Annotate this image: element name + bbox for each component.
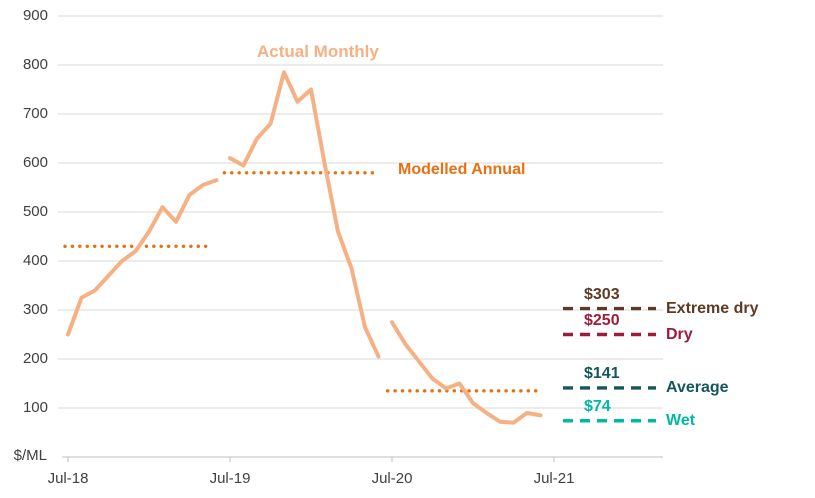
series-label-actual-monthly: Actual Monthly	[257, 42, 379, 61]
y-axis-tick-label: 500	[22, 203, 48, 220]
y-axis-tick-label: 400	[22, 252, 48, 269]
series-label-modelled-annual: Modelled Annual	[398, 161, 526, 178]
y-axis-tick-label: 900	[22, 7, 48, 24]
y-axis-tick-label: 600	[22, 154, 48, 171]
ref-label-average: Average	[666, 378, 729, 396]
y-axis-tick-label: 100	[22, 399, 48, 416]
ref-label-dry: Dry	[666, 325, 693, 343]
ref-value-extreme-dry: $303	[584, 285, 620, 303]
ref-value-wet: $74	[584, 397, 611, 415]
ref-value-average: $141	[584, 364, 620, 382]
x-axis-tick-label: Jul-19	[209, 470, 251, 487]
y-axis-unit-label: $/ML	[13, 447, 47, 464]
ref-label-extreme-dry: Extreme dry	[666, 299, 759, 317]
x-axis-tick-label: Jul-21	[533, 470, 575, 487]
y-axis-tick-label: 300	[22, 301, 48, 318]
x-axis-tick-label: Jul-20	[371, 470, 413, 487]
ref-value-dry: $250	[584, 311, 620, 329]
ref-label-wet: Wet	[666, 411, 696, 429]
x-axis-tick-label: Jul-18	[47, 470, 89, 487]
y-axis-tick-label: 200	[22, 350, 48, 367]
y-axis-tick-label: 700	[22, 105, 48, 122]
y-axis-tick-label: 800	[22, 56, 48, 73]
